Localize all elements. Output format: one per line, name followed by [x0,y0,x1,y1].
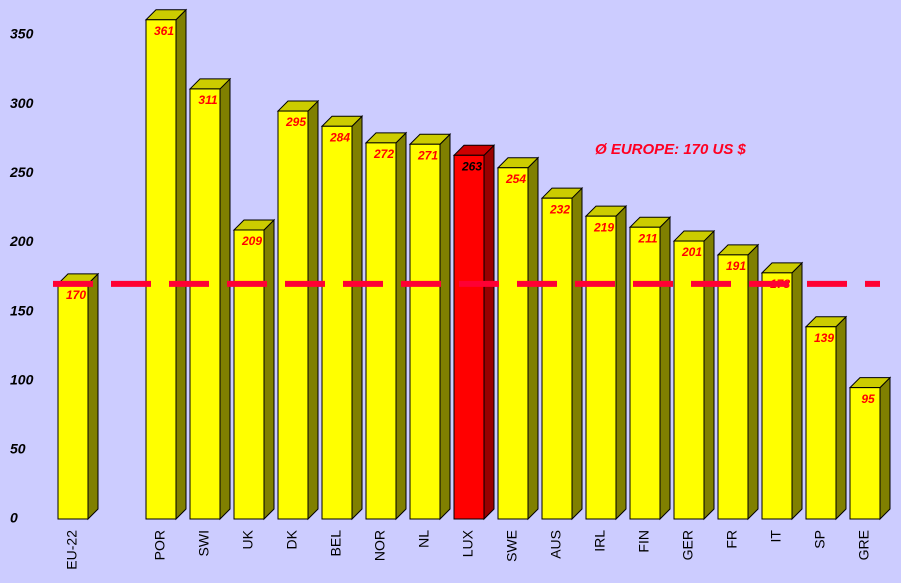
bar [57,283,89,520]
x-tick-label: SWI [196,530,212,556]
bar-side [835,315,847,521]
bar [717,254,749,520]
bar [189,88,221,520]
value-label: 284 [329,130,350,144]
x-tick-label: UK [240,529,256,549]
bar [453,154,485,520]
value-label: 211 [637,231,657,245]
value-label: 170 [66,288,86,302]
bar-side [263,218,275,521]
bar [629,226,661,520]
value-label: 254 [505,172,526,186]
value-label: 311 [198,93,217,107]
value-label: 271 [417,148,438,162]
x-tick-label: LUX [460,529,476,557]
x-tick-label: IRL [592,530,608,552]
bar-side [307,99,319,521]
value-label: 295 [285,115,306,129]
bar [277,110,309,520]
bar-side [659,216,671,521]
value-label: 209 [241,234,262,248]
bar-side [351,115,363,521]
bar-side [175,8,187,521]
x-tick-label: EU-22 [64,530,80,570]
value-label: 361 [154,24,174,38]
bar [673,240,705,520]
y-tick-label: 0 [10,510,18,526]
bar [849,387,881,520]
x-tick-label: BEL [328,530,344,557]
x-tick-label: NL [416,530,432,548]
bar [541,197,573,520]
y-tick-label: 250 [9,164,34,180]
bar [497,167,529,520]
bar [585,215,617,520]
bar-side [87,272,99,521]
bar [321,125,353,520]
value-label: 191 [726,259,746,273]
y-tick-label: 200 [9,233,34,249]
y-tick-label: 150 [10,302,34,318]
value-label: 139 [814,331,834,345]
bar-side [703,229,715,521]
y-tick-label: 300 [10,95,34,111]
value-label: 95 [861,392,875,406]
x-tick-label: GRE [856,530,872,560]
bar-side [219,77,231,521]
bar [409,143,441,520]
y-tick-label: 350 [10,26,34,42]
value-label: 219 [593,220,614,234]
x-tick-label: SWE [504,530,520,562]
bar-side [527,156,539,521]
x-tick-label: IT [768,530,784,543]
bar-side [879,376,891,521]
y-tick-label: 100 [10,371,34,387]
bar-side [483,144,495,521]
x-tick-label: DK [284,529,300,549]
bar-side [615,204,627,521]
x-tick-label: FR [724,530,740,549]
value-label: 201 [681,245,702,259]
bar [365,142,397,520]
x-tick-label: AUS [548,530,564,559]
y-tick-label: 50 [10,441,26,457]
value-label: 232 [549,202,570,216]
value-label: 263 [461,159,482,173]
annotation: Ø EUROPE: 170 US $ [595,141,747,158]
value-label: 272 [373,147,394,161]
bar [233,229,265,520]
x-tick-label: GER [680,530,696,560]
bar-side [791,261,803,521]
x-tick-label: FIN [636,530,652,553]
bar [805,326,837,520]
x-tick-label: SP [812,530,828,549]
bar [145,19,177,520]
x-tick-label: POR [152,530,168,560]
x-tick-label: NOR [372,530,388,561]
bar-side [395,131,407,521]
bar-side [439,133,451,521]
bar-side [571,186,583,521]
bar [761,272,793,520]
